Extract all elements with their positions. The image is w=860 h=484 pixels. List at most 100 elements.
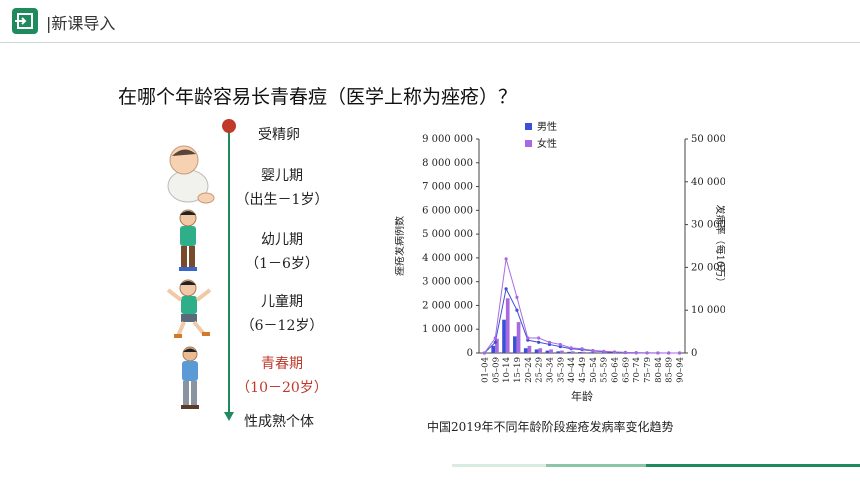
stage-toddler: 幼儿期 （1－6岁）	[232, 228, 332, 276]
x-tick-label: 65–69	[621, 357, 631, 383]
y-tick-label-left: 0	[467, 348, 473, 359]
timeline-line	[228, 124, 230, 414]
page-title: |新课导入	[46, 14, 116, 33]
question-text: 在哪个年龄容易长青春痘（医学上称为痤疮）？	[118, 86, 518, 108]
rate-point	[677, 351, 682, 355]
rate-point	[612, 350, 617, 354]
y-axis-label-right: 发病率（每10万）	[714, 205, 725, 288]
y-tick-label-right: 50 000	[691, 134, 725, 145]
y-tick-label-right: 40 000	[691, 177, 725, 188]
rate-point	[580, 347, 584, 351]
bar-male	[588, 352, 593, 353]
x-tick-label: 85–89	[665, 357, 675, 383]
timeline-arrow-icon	[224, 412, 234, 421]
bar-male	[545, 350, 550, 353]
stage-age-range: （6－12岁）	[240, 318, 324, 334]
bar-female	[538, 348, 543, 353]
rate-point	[667, 351, 671, 355]
x-tick-label: 10–14	[502, 357, 512, 383]
rate-point	[515, 308, 519, 312]
rate-point	[537, 340, 541, 344]
rate-point	[602, 349, 606, 353]
x-axis-label: 年龄	[571, 389, 593, 403]
child-illustration	[166, 279, 212, 338]
x-tick-label: 60–64	[611, 357, 621, 383]
bar-male	[523, 348, 528, 353]
y-tick-label-left: 9 000 000	[422, 134, 473, 145]
bar-male	[491, 345, 496, 353]
x-tick-label: 75–79	[643, 357, 653, 383]
bar-female	[549, 349, 553, 353]
bar-male	[567, 351, 571, 353]
header-divider	[0, 42, 860, 43]
y-tick-label-right: 10 000	[691, 305, 725, 316]
stage-age-range: （1－6岁）	[245, 256, 319, 272]
rate-point	[558, 342, 562, 347]
bar-female	[527, 345, 532, 353]
stage-label: 儿童期	[261, 294, 303, 310]
x-tick-label: 20–24	[524, 357, 534, 383]
enter-icon	[12, 8, 38, 34]
x-tick-label: 80–84	[654, 357, 664, 383]
stage-infancy: 婴儿期 （出生－1岁）	[232, 164, 332, 212]
stage-zygote: 受精卵	[258, 124, 318, 144]
footer-bar-mid	[546, 464, 646, 467]
bar-male	[513, 336, 517, 353]
y-tick-label-left: 8 000 000	[422, 158, 473, 169]
stage-label: 受精卵	[258, 127, 300, 143]
timeline-start-dot	[222, 119, 236, 133]
x-tick-label: 50–54	[589, 357, 599, 383]
bar-male	[556, 351, 561, 353]
teen-illustration	[181, 346, 199, 409]
x-tick-label: 15–19	[513, 357, 523, 383]
rate-point	[656, 351, 660, 355]
footer-bar-dark	[646, 464, 860, 467]
bar-female	[560, 350, 564, 353]
x-tick-label: 35–39	[556, 357, 566, 383]
stage-label: 婴儿期	[261, 168, 303, 184]
bar-female	[603, 352, 608, 353]
stage-mature: 性成熟个体	[244, 411, 334, 431]
bar-male	[502, 319, 506, 353]
x-tick-label: 25–29	[535, 357, 545, 383]
y-tick-label-left: 3 000 000	[422, 277, 473, 288]
rate-point	[645, 351, 649, 355]
baby-illustration	[167, 145, 215, 204]
rate-point	[482, 351, 487, 355]
legend-swatch	[525, 140, 532, 147]
y-tick-label-right: 30 000	[691, 220, 725, 231]
stage-childhood: 儿童期 （6－12岁）	[232, 290, 332, 338]
rate-point	[504, 287, 508, 291]
stage-label: 性成熟个体	[244, 414, 314, 430]
rate-point	[623, 350, 627, 354]
x-tick-label: 05–09	[491, 357, 501, 383]
rate-point	[569, 346, 573, 350]
bar-female	[570, 351, 575, 353]
stage-label: 青春期	[261, 356, 303, 372]
y-axis-label-left: 痤疮发病例数	[395, 216, 406, 276]
rate-point	[634, 351, 638, 355]
toddler-illustration	[179, 209, 197, 271]
rate-point	[515, 295, 519, 299]
bar-male	[578, 352, 582, 353]
x-tick-label: 90–94	[676, 357, 686, 383]
legend-label: 男性	[537, 120, 557, 133]
bar-female	[581, 351, 586, 353]
legend-label: 女性	[537, 137, 557, 150]
y-tick-label-left: 2 000 000	[422, 300, 473, 311]
y-tick-label-right: 0	[691, 348, 697, 359]
x-tick-label: 45–49	[578, 357, 588, 383]
bar-male	[534, 349, 539, 353]
rate-point	[591, 348, 595, 353]
stage-puberty: 青春期 （10－20岁）	[232, 352, 332, 400]
footer-bar-light	[452, 464, 546, 467]
y-tick-label-left: 7 000 000	[422, 182, 473, 193]
y-tick-label-left: 1 000 000	[422, 324, 473, 335]
bar-female	[516, 322, 521, 353]
legend-swatch	[525, 123, 532, 130]
y-tick-label-left: 4 000 000	[422, 253, 473, 264]
x-tick-label: 70–74	[632, 357, 642, 383]
bar-female	[505, 298, 510, 353]
acne-chart: 0 1 000 000 2 000 000 3 000 000 4 000 000 5 0…	[395, 120, 725, 403]
y-tick-label-right: 20 000	[691, 262, 725, 273]
